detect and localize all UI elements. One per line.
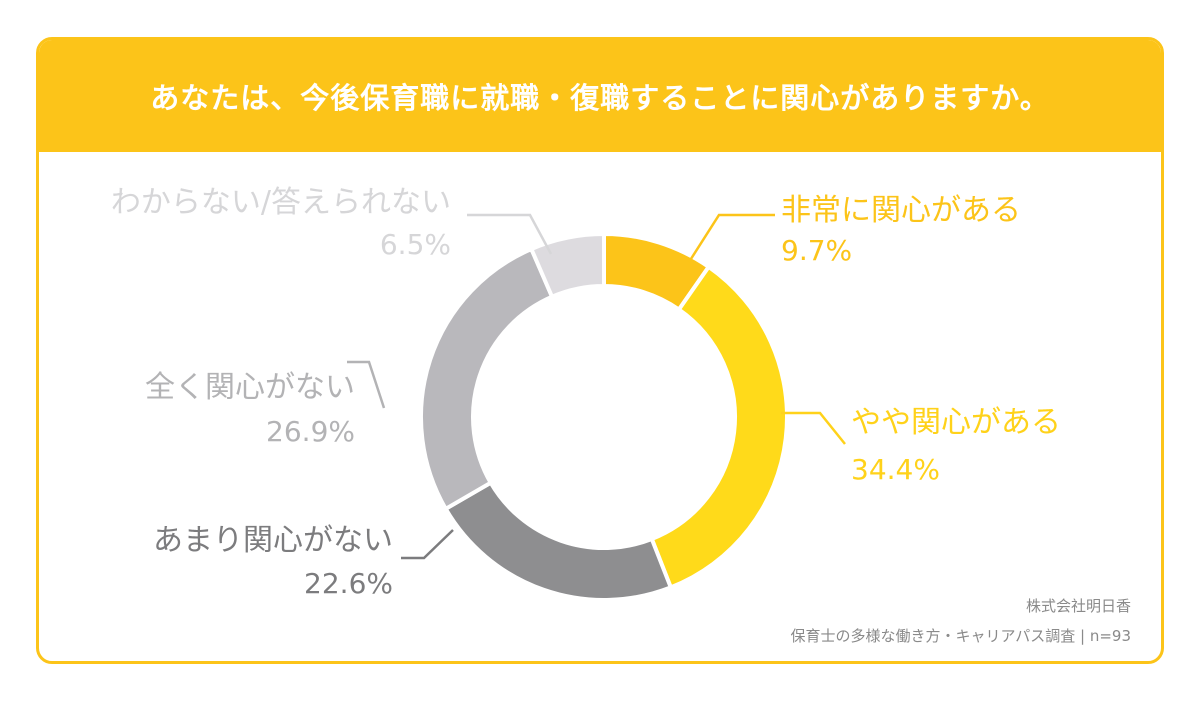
leader-line xyxy=(687,213,775,263)
donut-chart: 非常に関心がある 9.7% やや関心がある 34.4% あまり関心がない 22.6% 全く関… xyxy=(111,185,1061,602)
slice-label: 全く関心がない xyxy=(145,370,355,405)
slice-value: 26.9% xyxy=(266,415,355,448)
slice-value: 9.7% xyxy=(781,234,852,267)
slice-label: やや関心がある xyxy=(851,405,1061,440)
slice-value: 34.4% xyxy=(851,453,940,486)
source-survey: 保育士の多様な働き方・キャリアパス調査 | n=93 xyxy=(790,627,1131,645)
slice-label: 非常に関心がある xyxy=(781,193,1021,228)
leader-line xyxy=(401,529,454,560)
leader-line xyxy=(347,360,386,409)
header-banner: あなたは、今後保育職に就職・復職することに関心がありますか。 xyxy=(39,40,1161,152)
page-title: あなたは、今後保育職に就職・復職することに関心がありますか。 xyxy=(150,81,1050,115)
leader-line xyxy=(781,411,846,445)
donut-slice xyxy=(419,247,555,511)
chart-card: あなたは、今後保育職に就職・復職することに関心がありますか。 非常に関心がある 9… xyxy=(36,37,1164,664)
slice-value: 6.5% xyxy=(380,228,451,261)
leader-line xyxy=(467,213,553,255)
slice-label: わからない/答えられない xyxy=(111,185,451,220)
source-company: 株式会社明日香 xyxy=(1025,597,1131,615)
slice-value: 22.6% xyxy=(304,567,393,600)
donut-slice xyxy=(649,264,789,590)
donut-slice xyxy=(443,480,673,602)
slice-label: あまり関心がない xyxy=(153,523,393,558)
